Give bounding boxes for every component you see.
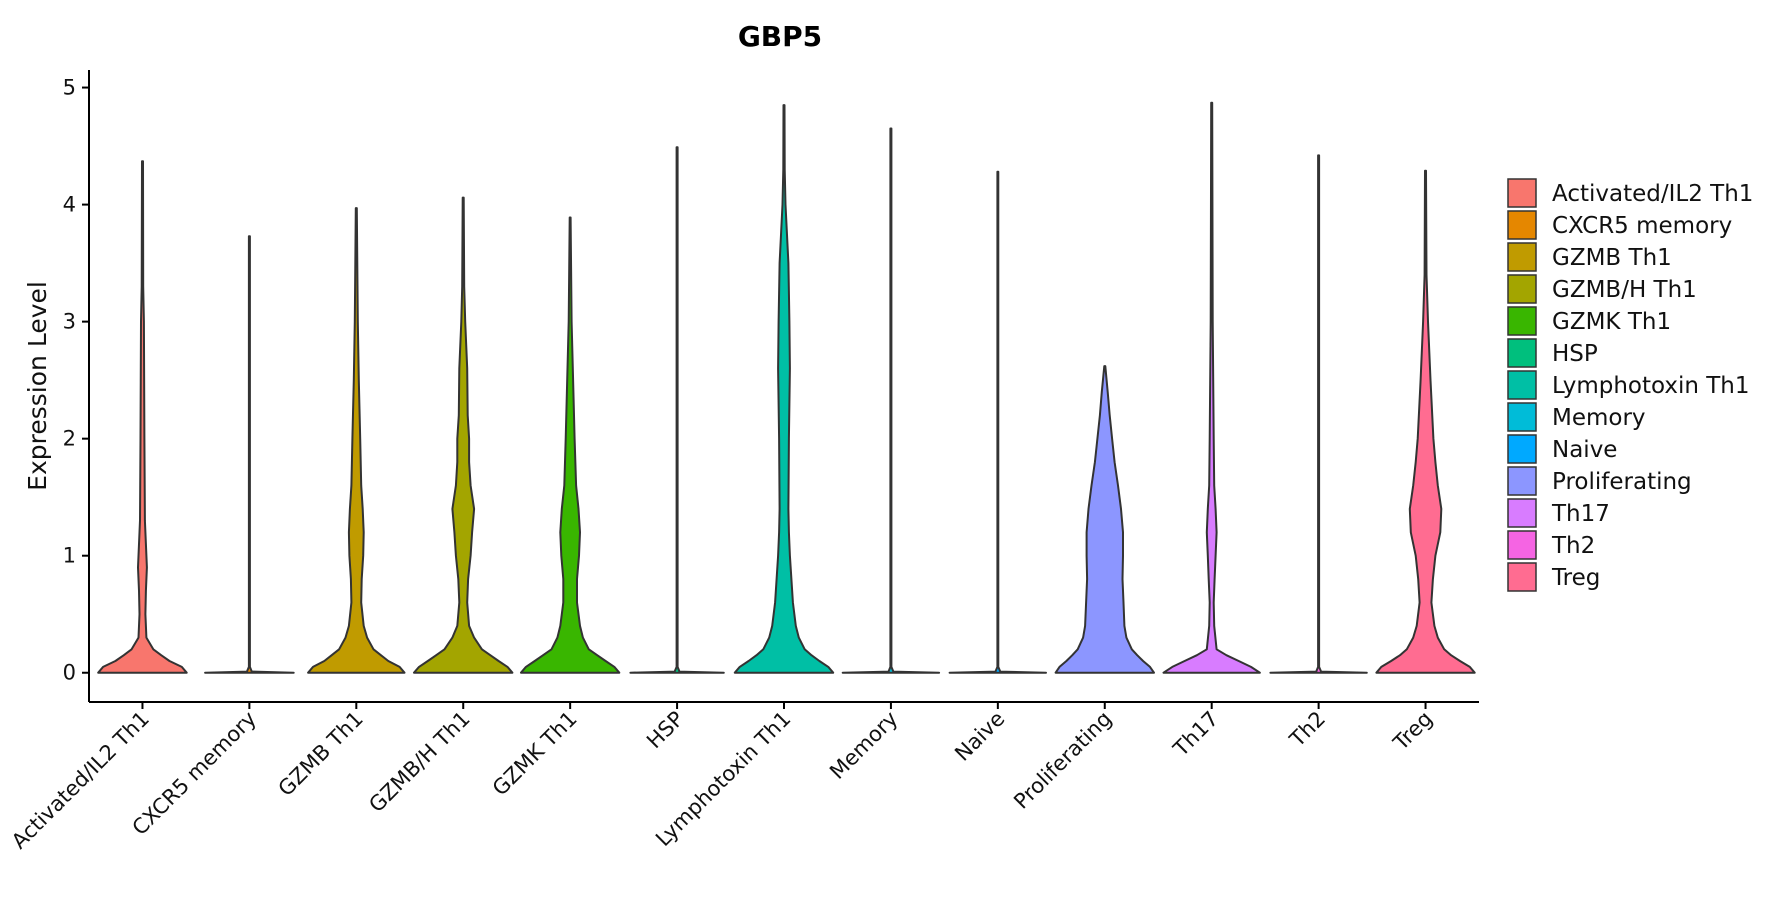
legend-label: Th2 xyxy=(1551,533,1595,559)
chart-title: GBP5 xyxy=(738,20,822,53)
violin-lymphotoxin-th1 xyxy=(733,104,835,674)
legend-label: CXCR5 memory xyxy=(1552,213,1732,239)
legend-label: Lymphotoxin Th1 xyxy=(1552,373,1750,399)
legend-swatch xyxy=(1507,210,1537,240)
plot-area xyxy=(97,101,1476,674)
violin-hsp xyxy=(629,146,725,674)
legend-swatch xyxy=(1507,434,1537,464)
legend-swatch xyxy=(1507,338,1537,368)
legend-swatch xyxy=(1507,402,1537,432)
y-tick-label: 5 xyxy=(63,76,76,100)
y-tick-label: 1 xyxy=(63,544,76,568)
violin-th17 xyxy=(1162,101,1261,674)
violin-gzmb-h-th1 xyxy=(413,196,514,674)
legend-swatch xyxy=(1507,498,1537,528)
legend-label: HSP xyxy=(1552,341,1598,367)
x-tick-label: Memory xyxy=(825,707,902,784)
legend-swatch xyxy=(1507,178,1537,208)
x-tick-label: Naive xyxy=(950,707,1009,766)
violin-proliferating xyxy=(1054,365,1155,674)
legend-label: GZMB/H Th1 xyxy=(1552,277,1697,303)
y-tick-label: 0 xyxy=(63,661,76,685)
x-tick-label: Treg xyxy=(1388,707,1437,756)
violin-gzmk-th1 xyxy=(520,216,621,674)
legend-label: GZMK Th1 xyxy=(1552,309,1671,335)
legend-label: Proliferating xyxy=(1552,469,1692,495)
legend-swatch xyxy=(1507,242,1537,272)
legend-label: Naive xyxy=(1552,437,1617,463)
violin-th2 xyxy=(1269,154,1368,674)
x-tick-label: GZMK Th1 xyxy=(488,707,582,801)
x-tick-label: GZMB/H Th1 xyxy=(364,707,474,817)
y-axis: 0 1 2 3 4 5 xyxy=(63,70,90,702)
violin-naive xyxy=(948,170,1047,674)
legend: Activated/IL2 Th1 CXCR5 memory GZMB Th1 GZM… xyxy=(1507,178,1753,592)
x-tick-label: Proliferating xyxy=(1009,707,1116,814)
x-tick-label: Activated/IL2 Th1 xyxy=(7,707,154,854)
violin-cxcr5-memory xyxy=(204,235,295,674)
legend-label: Treg xyxy=(1551,565,1600,591)
x-tick-label: Th2 xyxy=(1285,707,1331,753)
legend-swatch xyxy=(1507,274,1537,304)
x-tick-label: GZMB Th1 xyxy=(274,707,368,801)
legend-label: Memory xyxy=(1552,405,1646,431)
legend-label: Th17 xyxy=(1551,501,1610,527)
violin-treg xyxy=(1375,169,1476,674)
legend-swatch xyxy=(1507,466,1537,496)
legend-label: Activated/IL2 Th1 xyxy=(1552,181,1753,207)
legend-swatch xyxy=(1507,562,1537,592)
y-tick-label: 4 xyxy=(63,193,76,217)
legend-label: GZMB Th1 xyxy=(1552,245,1672,271)
violin-memory xyxy=(841,127,941,674)
legend-swatch xyxy=(1507,530,1537,560)
violin-gzmb-th1 xyxy=(307,207,406,674)
x-tick-label: Th17 xyxy=(1168,707,1223,762)
x-tick-label: HSP xyxy=(642,707,689,754)
legend-swatch xyxy=(1507,370,1537,400)
y-tick-label: 3 xyxy=(63,310,76,334)
legend-swatch xyxy=(1507,306,1537,336)
y-tick-label: 2 xyxy=(63,427,76,451)
y-axis-title: Expression Level xyxy=(23,281,52,491)
violin-activated-il2-th1 xyxy=(97,160,188,674)
